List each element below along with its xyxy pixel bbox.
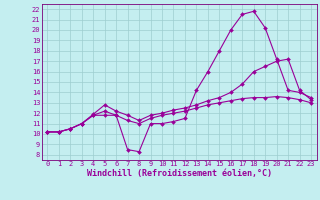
X-axis label: Windchill (Refroidissement éolien,°C): Windchill (Refroidissement éolien,°C) xyxy=(87,169,272,178)
